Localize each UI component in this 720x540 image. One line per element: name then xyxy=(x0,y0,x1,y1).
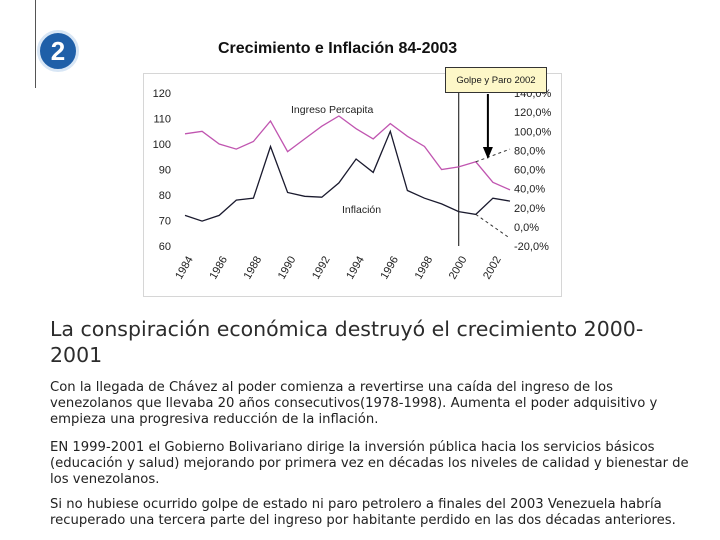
x-tick-2000: 2000 xyxy=(447,254,470,281)
left-tick-70: 70 xyxy=(159,216,171,228)
x-tick-2002: 2002 xyxy=(481,254,504,281)
x-tick-1994: 1994 xyxy=(344,254,367,281)
left-tick-120: 120 xyxy=(153,88,171,100)
paragraph-3: Si no hubiese ocurrido golpe de estado n… xyxy=(50,497,676,528)
left-tick-60: 60 xyxy=(159,241,171,253)
right-axis-ticks: 140,0%120,0%100,0%80,0%60,0%40,0%20,0%0,… xyxy=(514,88,552,253)
golpe-arrow xyxy=(482,94,493,159)
right-tick-80,0%: 80,0% xyxy=(514,145,545,157)
golpe-annotation-box: Golpe y Paro 2002 xyxy=(445,67,547,93)
series-label-ingreso: Ingreso Percapita xyxy=(291,104,373,116)
series-projection-inflacion xyxy=(475,213,511,239)
series-line-ingreso-percapita xyxy=(184,115,511,191)
left-tick-100: 100 xyxy=(153,139,171,151)
series-projection-ingreso-percapita xyxy=(475,148,511,163)
right-tick-120,0%: 120,0% xyxy=(514,107,552,119)
right-tick-40,0%: 40,0% xyxy=(514,184,545,196)
right-tick-0,0%: 0,0% xyxy=(514,222,539,234)
right-tick--20,0%: -20,0% xyxy=(514,241,549,253)
paragraph-2: EN 1999-2001 el Gobierno Bolivariano dir… xyxy=(50,440,689,487)
right-tick-60,0%: 60,0% xyxy=(514,165,545,177)
left-axis-ticks: 120 110 100 90 80 70 60 xyxy=(153,88,171,253)
x-tick-1996: 1996 xyxy=(378,254,401,281)
left-tick-110: 110 xyxy=(153,114,171,126)
x-tick-1986: 1986 xyxy=(207,254,230,281)
x-tick-1998: 1998 xyxy=(413,254,436,281)
right-tick-20,0%: 20,0% xyxy=(514,203,545,215)
x-tick-1984: 1984 xyxy=(173,254,196,281)
right-tick-100,0%: 100,0% xyxy=(514,126,552,138)
series-label-inflacion: Inflación xyxy=(342,204,381,216)
slide-number-badge: 2 xyxy=(37,30,79,72)
chart-frame xyxy=(143,73,562,297)
slide-heading: La conspiración económica destruyó el cr… xyxy=(50,317,644,367)
x-tick-1988: 1988 xyxy=(242,254,265,281)
paragraph-1: Con la llegada de Chávez al poder comien… xyxy=(50,380,658,427)
series-line-inflacion xyxy=(184,129,511,222)
x-tick-1990: 1990 xyxy=(276,254,299,281)
slide-divider-line xyxy=(35,0,36,88)
x-axis-ticks: 1984 1986 1988 1990 1992 1994 1996 1998 2000 2002 xyxy=(173,254,504,281)
left-tick-90: 90 xyxy=(159,165,171,177)
chart-title: Crecimiento e Inflación 84-2003 xyxy=(218,40,458,57)
left-tick-80: 80 xyxy=(159,190,171,202)
x-tick-1992: 1992 xyxy=(310,254,333,281)
